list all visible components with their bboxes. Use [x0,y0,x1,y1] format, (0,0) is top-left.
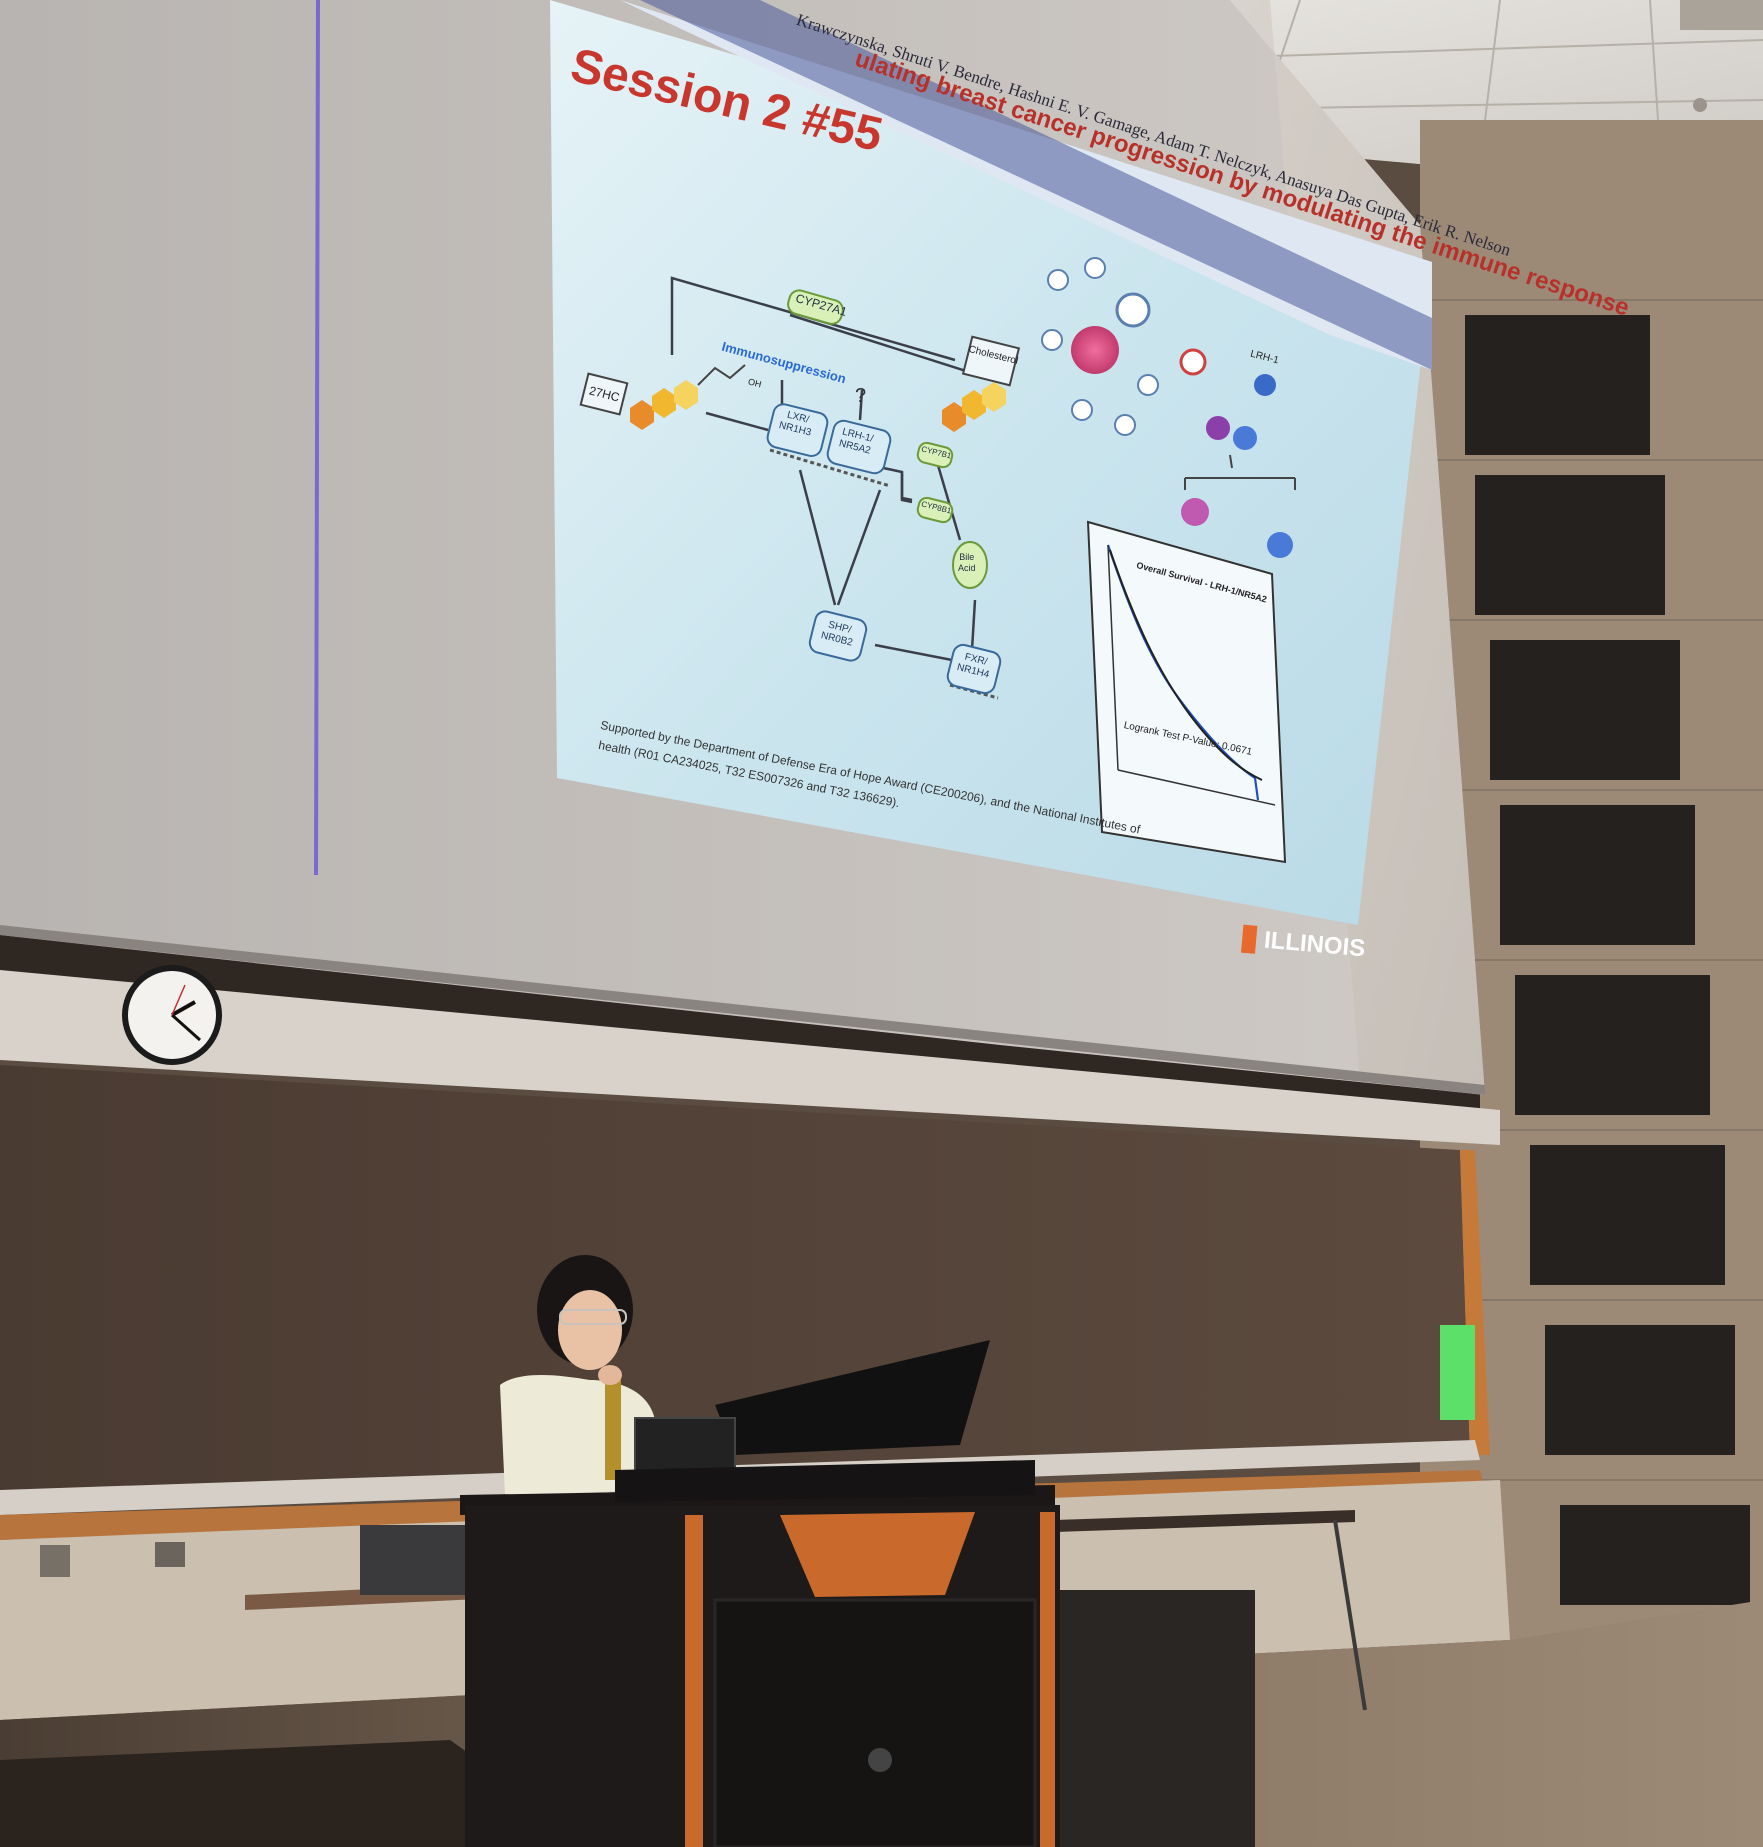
screen-bottom [0,925,1485,1095]
wall-clock [122,965,222,1065]
podium [460,1340,1060,1847]
immune-cells [1041,257,1296,558]
cholesterol-molecule [942,382,1006,432]
ceiling-vent [1680,0,1763,30]
presenter [500,1255,660,1495]
floor-shadow [0,1740,600,1847]
label-bile-acid: Bile Acid [958,552,976,574]
label-bile-line1: Bile [959,552,975,562]
chalkboard [0,1065,1470,1500]
slide-header-band [620,0,1432,370]
diagram-boxes [579,289,1021,695]
km-plot [1086,520,1287,864]
label-bile-line2: Acid [958,563,976,573]
illinois-block-i-icon [1241,924,1258,954]
ceiling-sprinkler [1693,98,1707,112]
wall-outlet [155,1542,185,1567]
27hc-molecule [630,364,746,430]
acoustic-panels [1465,315,1750,1605]
green-sign [1440,1325,1475,1420]
slide-band-blue [640,0,1432,370]
wall-trim [0,970,1500,1145]
right-table [1055,1510,1367,1847]
wall-plate [40,1545,70,1577]
screen-seam [314,0,320,876]
label-question: ? [855,385,867,407]
